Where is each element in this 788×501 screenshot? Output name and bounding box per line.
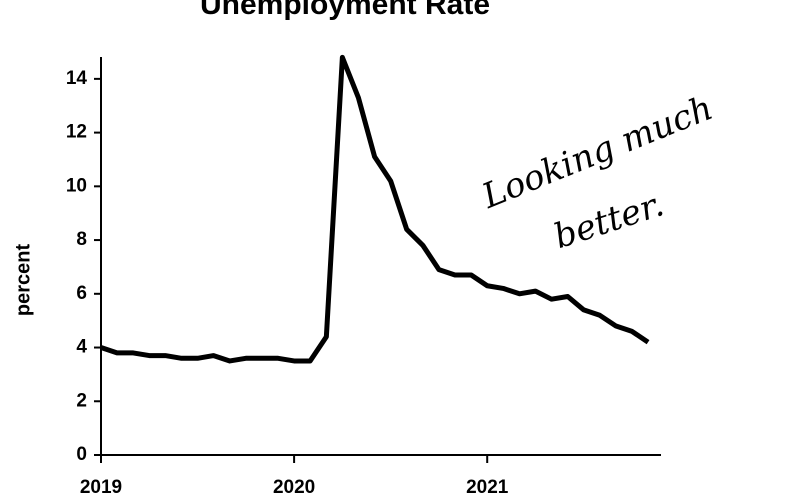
y-tick-label: 10	[66, 175, 87, 196]
y-axis-label: percent	[12, 244, 34, 317]
x-tick-label: 2021	[466, 477, 509, 498]
x-tick-label: 2019	[80, 477, 122, 498]
y-tick-label: 0	[76, 444, 87, 465]
y-tick-label: 6	[76, 283, 87, 304]
annotation: Looking much	[476, 88, 719, 217]
y-tick-label: 8	[76, 229, 87, 250]
chart-title: Unemployment Rate	[200, 0, 490, 21]
x-tick-label: 2020	[273, 477, 315, 498]
annotation: better.	[549, 184, 669, 257]
y-tick-label: 12	[66, 122, 87, 143]
data-line	[100, 54, 650, 364]
y-tick-label: 4	[76, 337, 87, 358]
y-tick-label: 14	[66, 68, 88, 89]
y-tick-label: 2	[76, 390, 87, 411]
